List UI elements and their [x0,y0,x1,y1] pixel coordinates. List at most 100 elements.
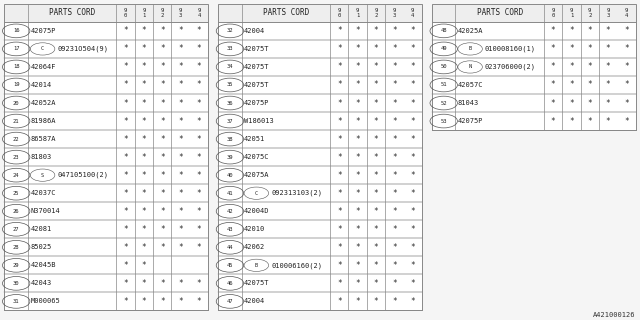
Text: *: * [588,44,592,53]
Text: 40: 40 [227,173,233,178]
Text: *: * [355,243,360,252]
Text: 51: 51 [440,83,447,87]
Text: *: * [551,81,556,90]
Text: *: * [605,99,611,108]
Bar [218,4,422,310]
Text: *: * [196,99,201,108]
Text: *: * [196,189,201,198]
Text: *: * [551,44,556,53]
Text: *: * [569,81,573,90]
Text: 52: 52 [440,100,447,106]
Text: 42004: 42004 [244,28,266,34]
Text: *: * [605,81,611,90]
Text: *: * [355,297,360,306]
Text: *: * [374,116,378,125]
Text: 047105100(2): 047105100(2) [58,172,108,179]
Text: *: * [124,189,128,198]
Text: *: * [124,116,128,125]
Text: 42075A: 42075A [244,172,269,178]
Text: 50: 50 [440,64,447,69]
Text: *: * [410,44,415,53]
Text: *: * [124,135,128,144]
Text: *: * [124,279,128,288]
Text: *: * [355,279,360,288]
Text: *: * [196,135,201,144]
Text: *: * [178,81,183,90]
Text: *: * [196,243,201,252]
Text: 010008160(1): 010008160(1) [485,46,536,52]
Text: 42051: 42051 [244,136,266,142]
Text: *: * [392,243,397,252]
Text: *: * [337,225,342,234]
Text: 42010: 42010 [244,226,266,232]
Text: *: * [355,153,360,162]
Text: 9
0: 9 0 [552,8,555,18]
Text: *: * [569,44,573,53]
Bar [4,4,208,310]
Text: *: * [160,99,164,108]
Text: *: * [392,261,397,270]
Text: 43: 43 [227,227,233,232]
Text: *: * [410,116,415,125]
Text: 42045B: 42045B [30,262,56,268]
Text: 24: 24 [13,173,19,178]
Text: 42057C: 42057C [458,82,483,88]
Text: 38: 38 [227,137,233,141]
Text: *: * [392,44,397,53]
Text: 29: 29 [13,263,19,268]
Text: *: * [196,26,201,36]
Text: *: * [141,81,146,90]
Text: 20: 20 [13,100,19,106]
Text: *: * [410,62,415,71]
Text: C: C [255,191,258,196]
Text: 45: 45 [227,263,233,268]
Text: *: * [374,189,378,198]
Text: *: * [392,81,397,90]
Text: 42075T: 42075T [244,280,269,286]
Text: 34: 34 [227,64,233,69]
Text: *: * [141,297,146,306]
Text: 37: 37 [227,118,233,124]
Text: *: * [141,243,146,252]
Text: *: * [337,153,342,162]
Text: 42043: 42043 [30,280,52,286]
Text: *: * [355,44,360,53]
Text: *: * [178,135,183,144]
Text: 48: 48 [440,28,447,33]
Text: *: * [410,171,415,180]
Text: 42004D: 42004D [244,208,269,214]
Text: *: * [624,44,628,53]
Text: 16: 16 [13,28,19,33]
Text: *: * [337,279,342,288]
Text: *: * [605,62,611,71]
Text: *: * [196,225,201,234]
Text: 9
4: 9 4 [197,8,200,18]
Text: *: * [160,279,164,288]
Text: *: * [588,62,592,71]
Text: *: * [141,207,146,216]
Text: *: * [124,62,128,71]
Text: *: * [355,116,360,125]
Text: *: * [410,261,415,270]
Text: *: * [374,135,378,144]
Text: *: * [374,171,378,180]
Text: *: * [392,225,397,234]
Bar [218,4,422,22]
Bar [432,4,636,22]
Text: *: * [410,225,415,234]
Text: *: * [374,279,378,288]
Text: 47: 47 [227,299,233,304]
Text: 9
2: 9 2 [161,8,164,18]
Text: *: * [337,135,342,144]
Text: 42075P: 42075P [458,118,483,124]
Text: *: * [160,26,164,36]
Text: *: * [588,99,592,108]
Text: *: * [410,81,415,90]
Text: 53: 53 [440,118,447,124]
Text: *: * [392,26,397,36]
Text: *: * [178,153,183,162]
Text: *: * [551,99,556,108]
Text: *: * [337,116,342,125]
Text: *: * [551,62,556,71]
Text: 9
3: 9 3 [179,8,182,18]
